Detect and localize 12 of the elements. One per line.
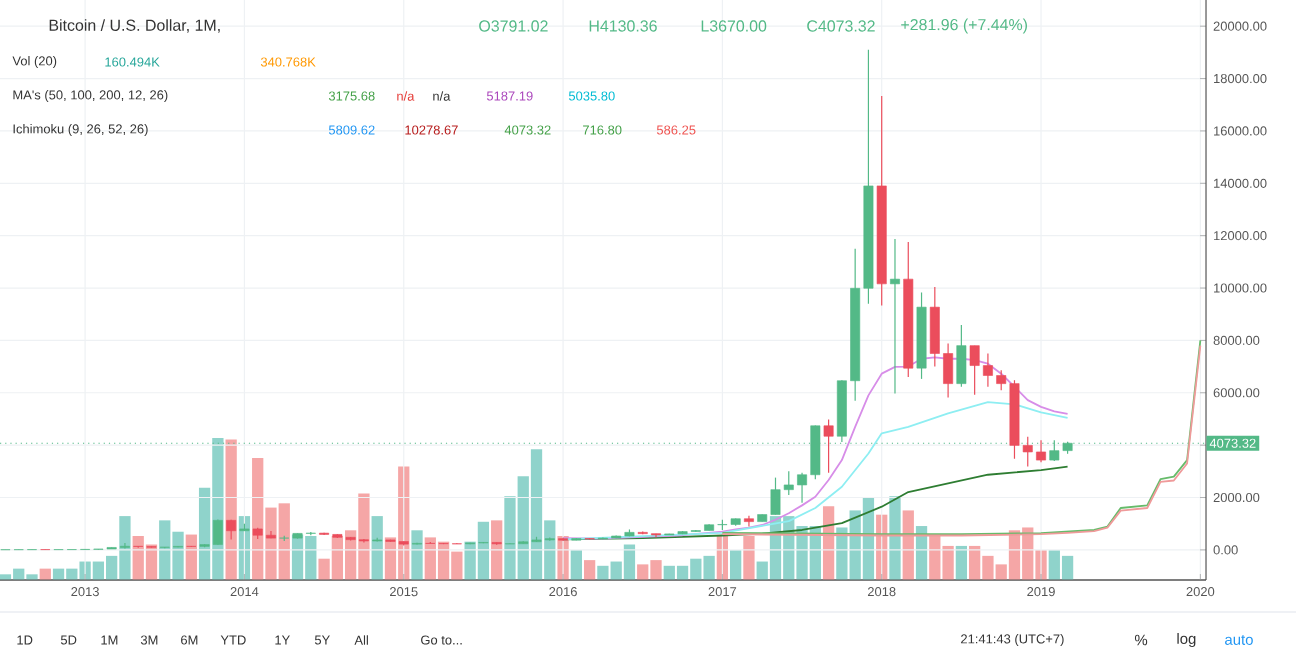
candlestick [956, 324, 967, 388]
candlestick [823, 418, 834, 474]
candlestick [744, 515, 754, 528]
bar [583, 560, 596, 580]
bar [730, 550, 742, 580]
bar [889, 496, 901, 580]
bar [411, 530, 423, 580]
bar [371, 516, 383, 580]
bar [570, 550, 582, 580]
bar [491, 520, 503, 580]
bar [185, 534, 197, 580]
candlestick [890, 238, 900, 395]
